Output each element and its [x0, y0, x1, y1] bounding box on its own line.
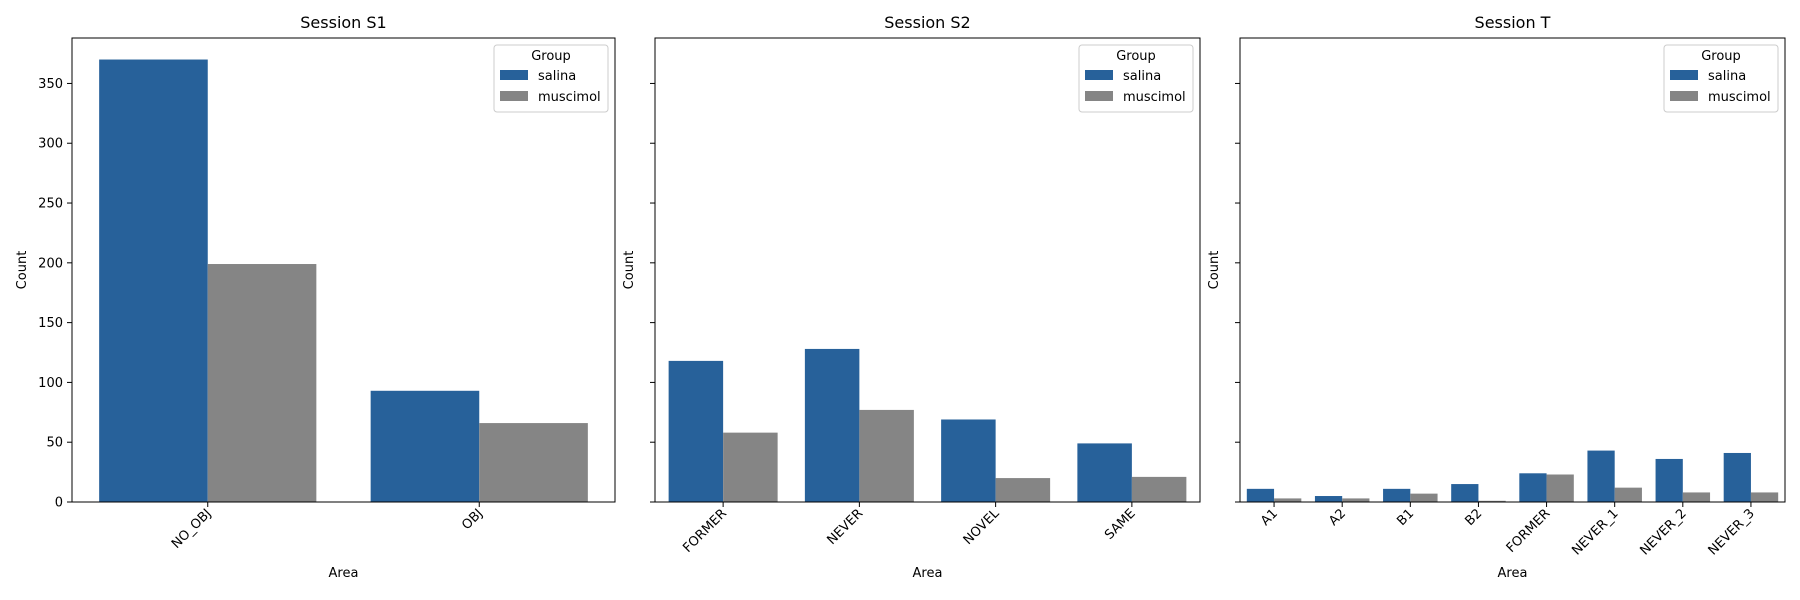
legend-title: Group — [1116, 49, 1156, 64]
bar-salina-a2 — [1314, 496, 1343, 502]
x-tick-label: NOVEL — [961, 506, 1003, 548]
bar-muscimol-no_obj — [207, 264, 317, 502]
legend-swatch-salina — [500, 70, 528, 80]
x-tick-label: NEVER_3 — [1706, 506, 1758, 558]
x-axis-label: Area — [913, 566, 943, 581]
bar-salina-novel — [941, 419, 996, 502]
y-tick-label: 150 — [38, 316, 63, 331]
x-axis-label: Area — [1498, 566, 1528, 581]
plot-frame — [654, 37, 1201, 503]
y-tick-label: 50 — [46, 436, 63, 451]
x-tick-label: OBJ — [459, 506, 486, 533]
bar-muscimol-same — [1131, 476, 1187, 502]
bar-muscimol-b1 — [1410, 493, 1438, 502]
y-tick-label: 300 — [38, 137, 63, 152]
x-tick-label: FORMER — [1504, 506, 1554, 556]
x-tick-label: B2 — [1462, 506, 1485, 529]
legend-label-muscimol: muscimol — [538, 90, 601, 105]
legend-label-salina: salina — [538, 69, 576, 84]
x-tick-label: A1 — [1258, 506, 1281, 529]
legend-swatch-muscimol — [1085, 91, 1113, 101]
bar-muscimol-former — [723, 432, 778, 502]
legend-swatch-muscimol — [500, 91, 528, 101]
legend-label-salina: salina — [1123, 69, 1161, 84]
y-tick-label: 0 — [55, 496, 63, 511]
bar-muscimol-a1 — [1274, 498, 1302, 502]
legend-label-muscimol: muscimol — [1123, 90, 1186, 105]
x-tick-label: NEVER_2 — [1637, 506, 1689, 558]
y-axis-label: Count — [1207, 251, 1222, 290]
bar-salina-never — [804, 348, 860, 502]
bar-muscimol-b2 — [1478, 500, 1506, 502]
bar-salina-obj — [370, 390, 480, 502]
plot-frame — [71, 37, 616, 503]
bar-muscimol-never — [859, 409, 914, 502]
legend-swatch-salina — [1085, 70, 1113, 80]
bar-muscimol-never_2 — [1682, 492, 1711, 502]
bar-salina-b2 — [1451, 484, 1479, 502]
y-tick-label: 350 — [38, 77, 63, 92]
bar-salina-b1 — [1383, 488, 1411, 502]
plot-frame — [1239, 37, 1786, 503]
bar-muscimol-obj — [479, 423, 588, 502]
bar-muscimol-never_3 — [1750, 492, 1779, 502]
chart-title: Session T — [1475, 13, 1551, 32]
chart-title: Session S1 — [300, 13, 386, 32]
x-tick-label: NEVER — [824, 506, 866, 548]
legend-swatch-salina — [1670, 70, 1698, 80]
bar-salina-former — [1519, 473, 1547, 502]
y-tick-label: 200 — [38, 256, 63, 271]
y-axis-label: Count — [622, 251, 637, 290]
bar-salina-no_obj — [99, 59, 208, 503]
bar-salina-never_1 — [1587, 450, 1615, 502]
x-tick-label: SAME — [1102, 506, 1139, 543]
chart-title: Session S2 — [884, 13, 970, 32]
y-axis-label: Count — [15, 251, 30, 290]
bar-muscimol-a2 — [1342, 498, 1370, 502]
bar-salina-same — [1077, 443, 1132, 502]
bar-muscimol-former — [1546, 474, 1574, 502]
x-tick-label: NEVER_1 — [1569, 506, 1621, 558]
bar-muscimol-never_1 — [1614, 487, 1642, 502]
bar-salina-never_2 — [1655, 458, 1683, 502]
x-axis-label: Area — [329, 566, 359, 581]
bar-muscimol-novel — [995, 478, 1051, 502]
x-tick-label: FORMER — [680, 506, 730, 556]
legend-swatch-muscimol — [1670, 91, 1698, 101]
bar-salina-a1 — [1246, 488, 1275, 502]
x-tick-label: B1 — [1394, 506, 1417, 529]
legend-title: Group — [1701, 49, 1741, 64]
y-tick-label: 250 — [38, 197, 63, 212]
legend-label-salina: salina — [1708, 69, 1746, 84]
bar-salina-former — [668, 360, 724, 502]
y-tick-label: 100 — [38, 376, 63, 391]
x-tick-label: A2 — [1326, 506, 1349, 529]
bar-salina-never_3 — [1723, 452, 1751, 502]
legend-title: Group — [531, 49, 571, 64]
legend-label-muscimol: muscimol — [1708, 90, 1771, 105]
x-tick-label: NO_OBJ — [169, 506, 215, 552]
